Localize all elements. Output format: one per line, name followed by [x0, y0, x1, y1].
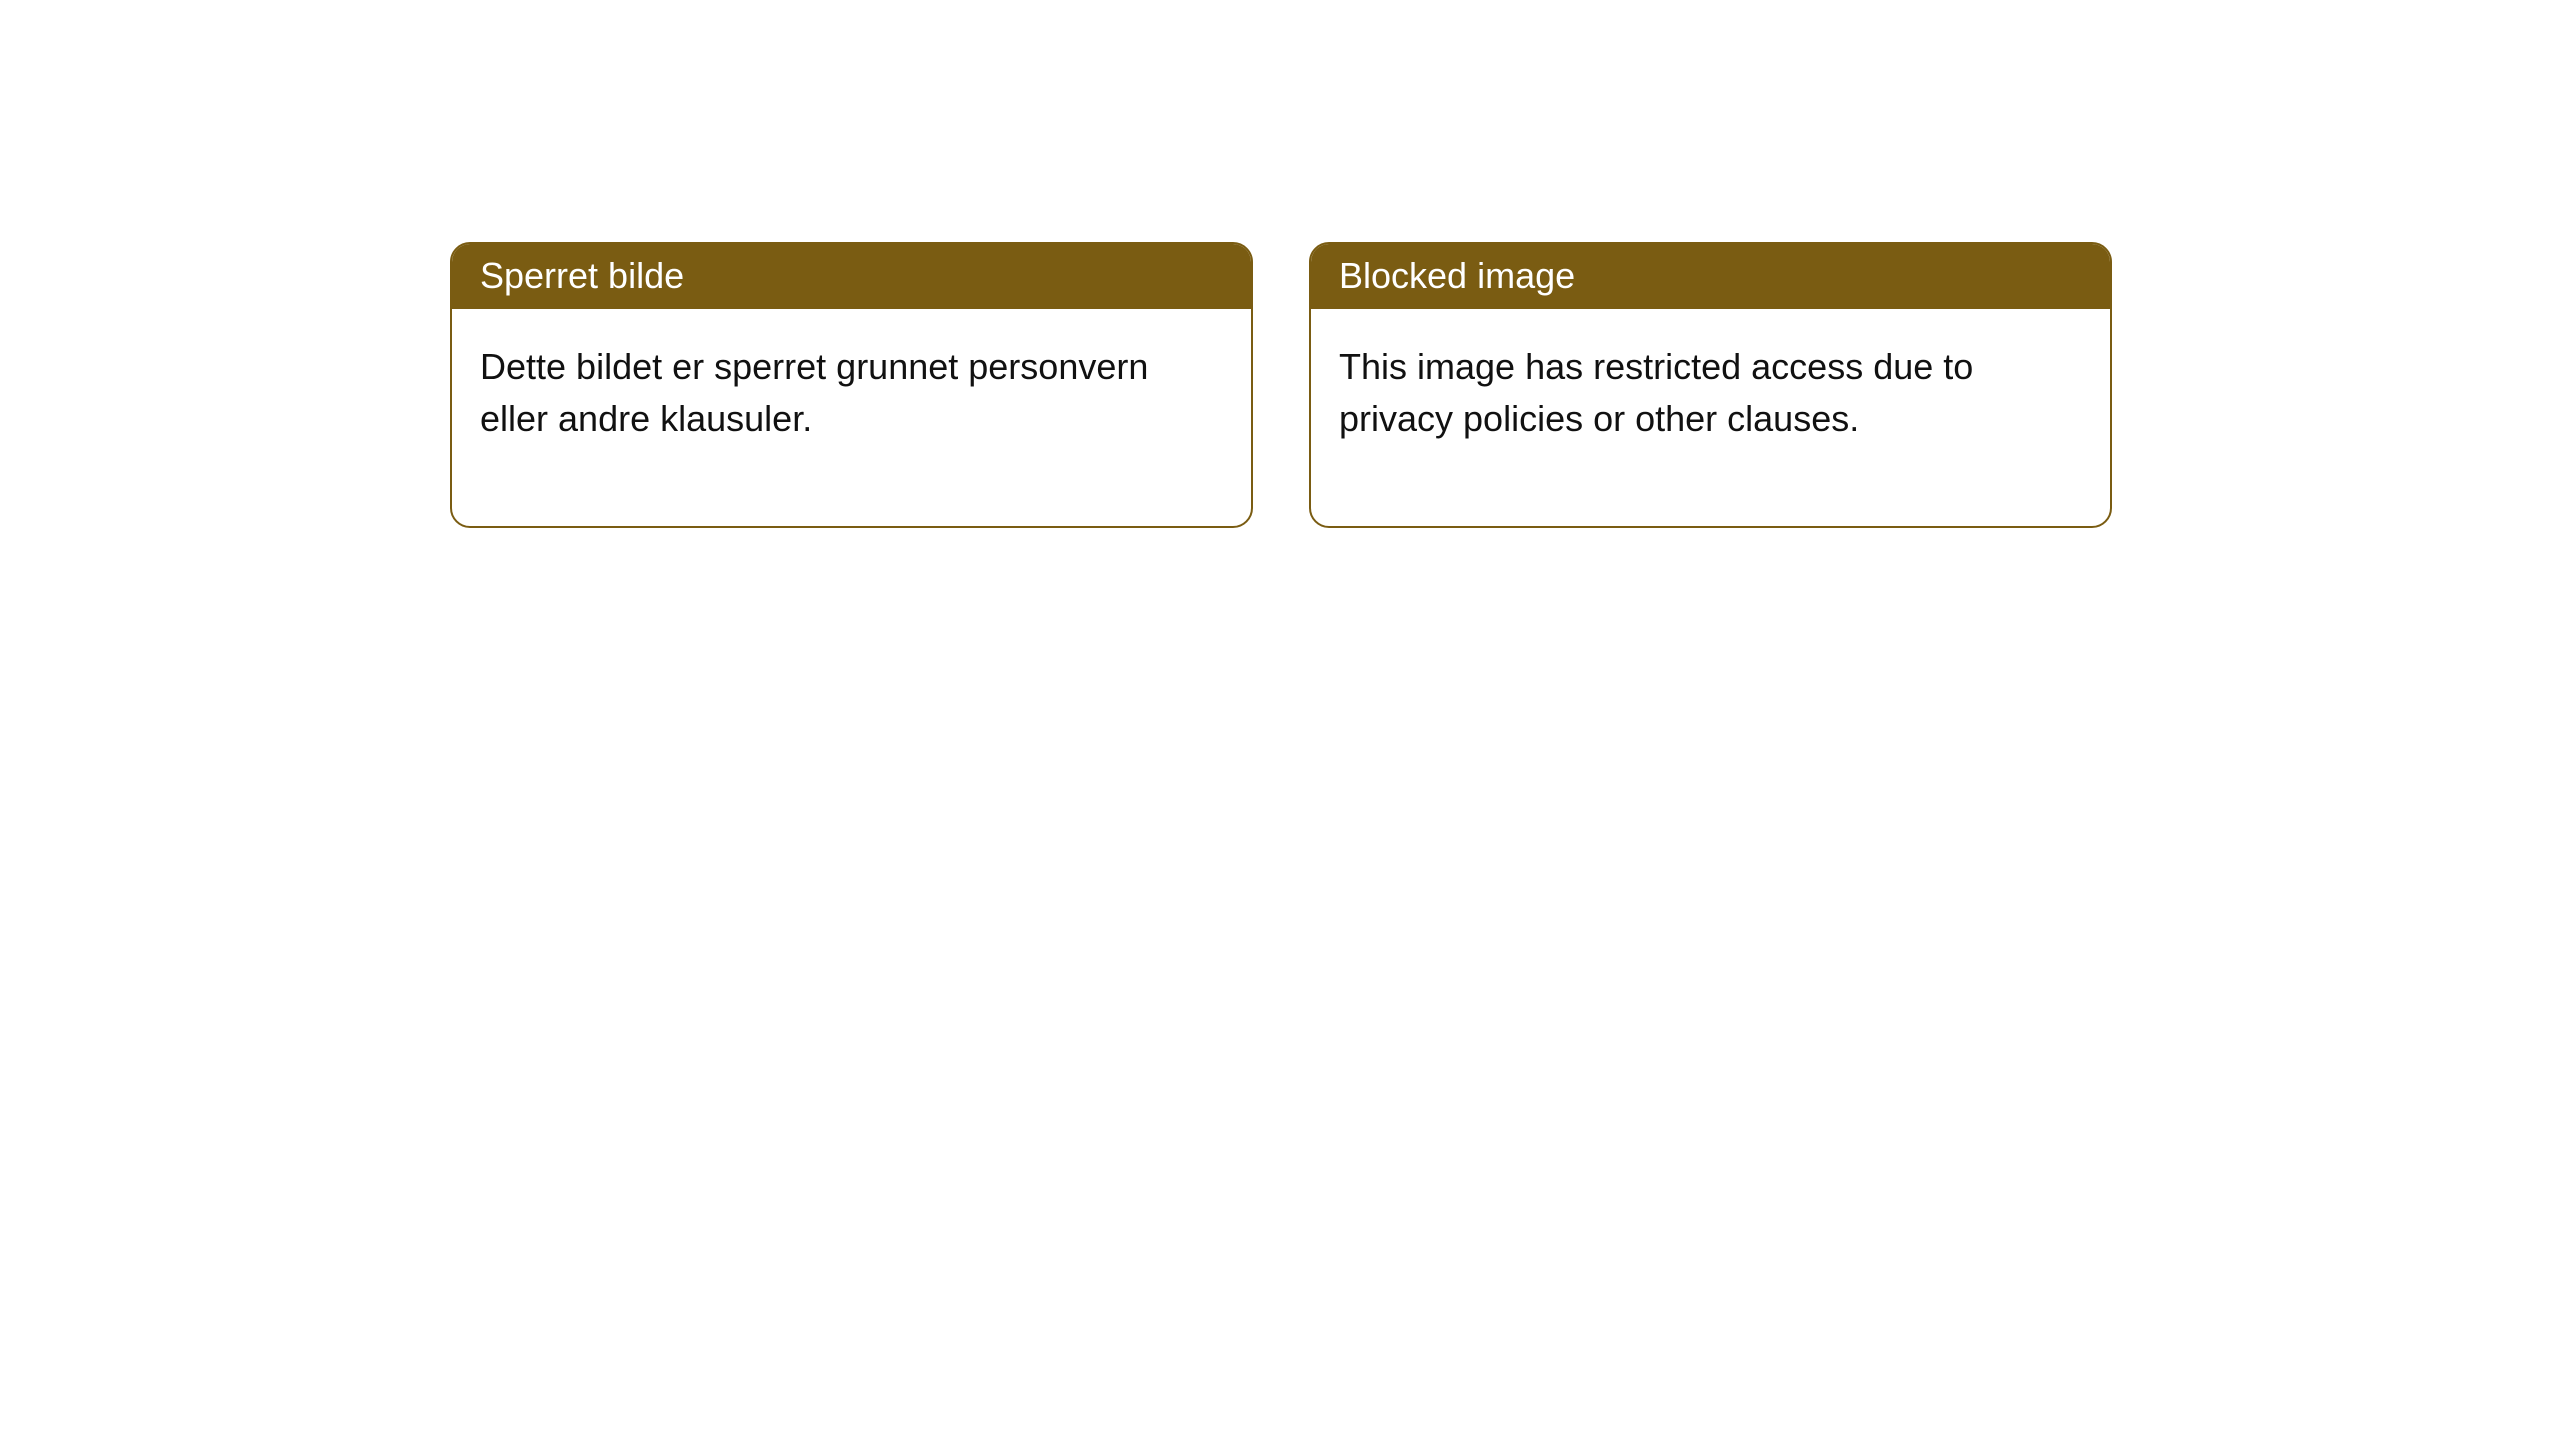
notice-card-body: Dette bildet er sperret grunnet personve…: [452, 309, 1251, 525]
notice-card-english: Blocked image This image has restricted …: [1309, 242, 2112, 528]
notice-card-title: Sperret bilde: [452, 244, 1251, 309]
notice-card-body: This image has restricted access due to …: [1311, 309, 2110, 493]
notice-card-title: Blocked image: [1311, 244, 2110, 309]
notice-card-norwegian: Sperret bilde Dette bildet er sperret gr…: [450, 242, 1253, 528]
notice-cards-row: Sperret bilde Dette bildet er sperret gr…: [450, 242, 2112, 528]
